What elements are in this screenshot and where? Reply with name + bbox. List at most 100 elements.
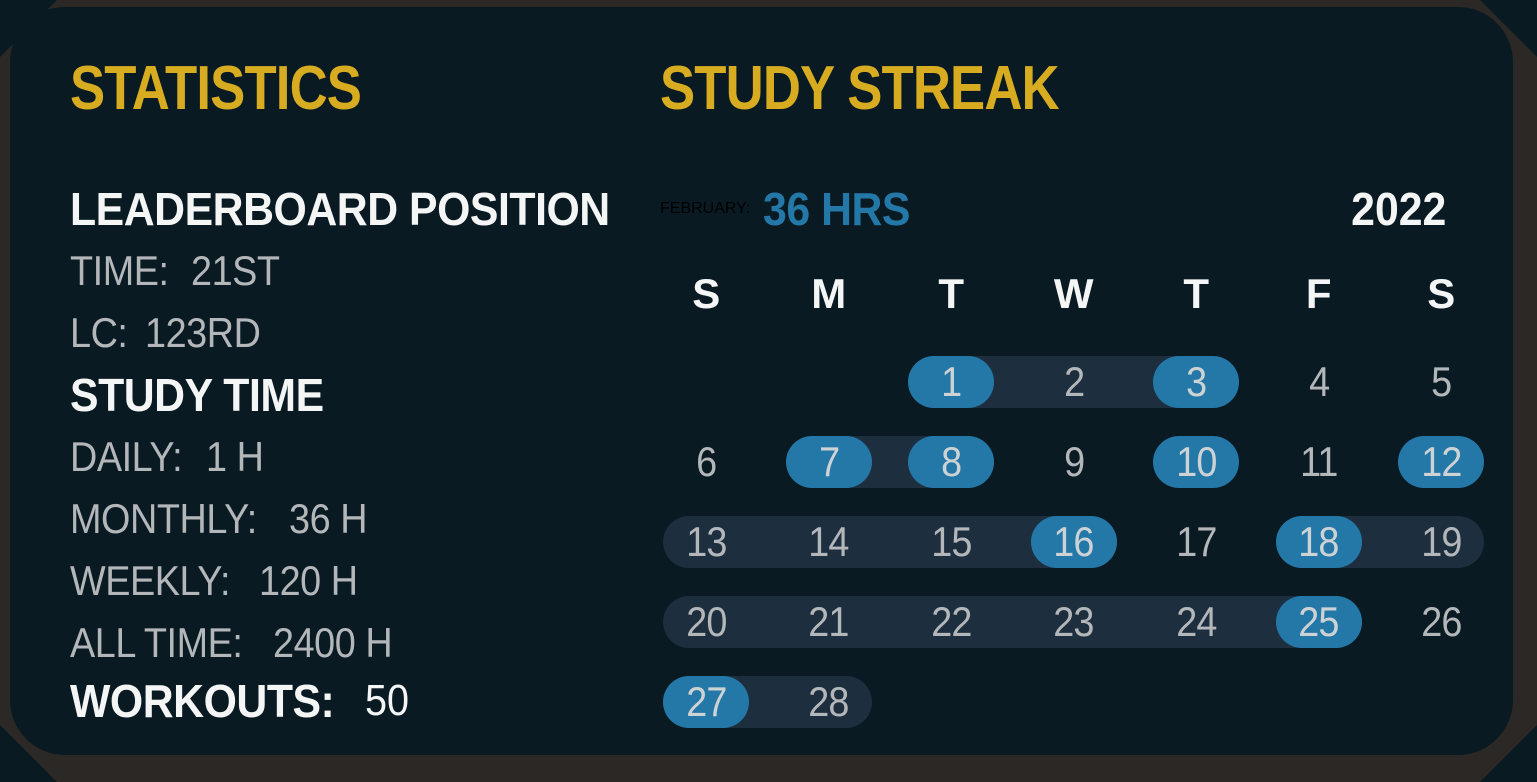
calendar-week: 1 2 3 4 5 — [645, 342, 1503, 422]
calendar-day: 15 — [890, 502, 1013, 582]
alltime-line: ALL TIME: 2400 H — [70, 619, 405, 666]
workouts-value: 50 — [365, 676, 410, 725]
calendar-day: 5 — [1380, 342, 1503, 422]
day-number: 22 — [931, 598, 972, 645]
calendar-weeks: 1 2 3 4 5 6 7 8 9 10 11 12 13 14 15 16 17 18 19 20 21 22 23 24 2… — [645, 342, 1503, 742]
studied-day-pill: 27 — [663, 676, 750, 728]
calendar-day: 18 — [1258, 502, 1381, 582]
calendar-day: 19 — [1380, 502, 1503, 582]
weekly-label: WEEKLY: — [70, 557, 231, 604]
day-number: 28 — [808, 678, 850, 725]
calendar-day: 24 — [1135, 582, 1258, 662]
calendar-day: 8 — [890, 422, 1013, 502]
calendar-week: 20 21 22 23 24 25 26 — [645, 582, 1503, 662]
day-number: 27 — [686, 678, 727, 725]
leaderboard-heading-text: LEADERBOARD POSITION — [70, 183, 610, 235]
day-number: 23 — [1053, 598, 1095, 645]
studied-day-pill: 10 — [1153, 436, 1240, 488]
year-label: 2022 — [1350, 183, 1446, 235]
statistics-title: STATISTICS — [70, 54, 362, 123]
day-number: 19 — [1421, 518, 1462, 565]
calendar-day: 23 — [1013, 582, 1136, 662]
weekday-letter: F — [1305, 270, 1332, 317]
weekly-line: WEEKLY: 120 H — [70, 557, 368, 604]
day-number: 24 — [1176, 598, 1217, 645]
day-number: 5 — [1431, 358, 1452, 405]
calendar-week: 27 28 — [645, 662, 1503, 742]
calendar-day: 28 — [768, 662, 891, 742]
calendar-day: 14 — [768, 502, 891, 582]
calendar-day: 9 — [1013, 422, 1136, 502]
calendar-day: 21 — [768, 582, 891, 662]
day-number: 10 — [1176, 438, 1217, 485]
studied-day-pill: 3 — [1153, 356, 1240, 408]
day-number: 12 — [1421, 438, 1462, 485]
calendar-day: 13 — [645, 502, 768, 582]
day-number: 6 — [696, 438, 717, 485]
calendar-week: 13 14 15 16 17 18 19 — [645, 502, 1503, 582]
studied-day-pill: 16 — [1030, 516, 1117, 568]
calendar-day: 1 — [890, 342, 1013, 422]
day-number: 4 — [1308, 358, 1330, 405]
time-rank-line: TIME: 21ST — [70, 247, 289, 294]
day-number: 26 — [1421, 598, 1462, 645]
lc-rank-line: LC: 123RD — [70, 309, 273, 356]
calendar-day: 22 — [890, 582, 1013, 662]
calendar-day: 20 — [645, 582, 768, 662]
day-number: 13 — [686, 518, 727, 565]
daily-value: 1 H — [205, 433, 264, 480]
studied-day-pill: 8 — [908, 436, 995, 488]
study-time-heading-text: STUDY TIME — [70, 369, 324, 421]
workouts-line: WORKOUTS: 50 — [70, 675, 414, 727]
daily-line: DAILY: 1 H — [70, 433, 269, 480]
month-summary: FEBRUARY: 36 HRS — [660, 183, 921, 235]
month-total-hours: 36 HRS — [763, 183, 911, 235]
day-number: 11 — [1300, 438, 1338, 485]
calendar-day: 25 — [1258, 582, 1381, 662]
day-number: 17 — [1176, 518, 1217, 565]
calendar-day: 16 — [1013, 502, 1136, 582]
calendar-day: 11 — [1258, 422, 1381, 502]
weekday-letter: W — [1053, 270, 1094, 317]
day-number: 18 — [1298, 518, 1340, 565]
weekday-letter: S — [692, 270, 721, 317]
weekday-letter: M — [811, 270, 847, 317]
studied-day-pill: 12 — [1398, 436, 1485, 488]
study-streak-title: STUDY STREAK — [660, 54, 1060, 123]
calendar-day: 3 — [1135, 342, 1258, 422]
daily-label: DAILY: — [70, 433, 183, 480]
calendar-day: 26 — [1380, 582, 1503, 662]
day-number: 7 — [818, 438, 840, 485]
day-number: 1 — [941, 358, 962, 405]
lc-rank-value: 123RD — [144, 309, 261, 356]
weekday-letter: T — [938, 270, 965, 317]
month-label: FEBRUARY: — [660, 200, 751, 217]
day-number: 21 — [808, 598, 850, 645]
calendar-day: 2 — [1013, 342, 1136, 422]
workouts-label: WORKOUTS: — [70, 675, 335, 727]
day-number: 20 — [686, 598, 727, 645]
weekday-letter: T — [1183, 270, 1210, 317]
calendar-day: 6 — [645, 422, 768, 502]
day-number: 3 — [1186, 358, 1207, 405]
studied-day-pill: 25 — [1275, 596, 1362, 648]
study-time-heading: STUDY TIME — [70, 369, 343, 421]
time-rank-label: TIME: — [70, 247, 169, 294]
calendar-day: 4 — [1258, 342, 1381, 422]
day-number: 9 — [1063, 438, 1085, 485]
day-number: 14 — [808, 518, 850, 565]
day-number: 16 — [1053, 518, 1095, 565]
alltime-value: 2400 H — [272, 619, 393, 666]
studied-day-pill: 7 — [785, 436, 872, 488]
leaderboard-heading: LEADERBOARD POSITION — [70, 183, 650, 235]
monthly-label: MONTHLY: — [70, 495, 257, 542]
streak-range-pill — [663, 596, 1362, 648]
calendar-day: 17 — [1135, 502, 1258, 582]
weekday-letter: S — [1427, 270, 1456, 317]
day-number: 2 — [1063, 358, 1085, 405]
calendar-day: 10 — [1135, 422, 1258, 502]
calendar-day: 7 — [768, 422, 891, 502]
